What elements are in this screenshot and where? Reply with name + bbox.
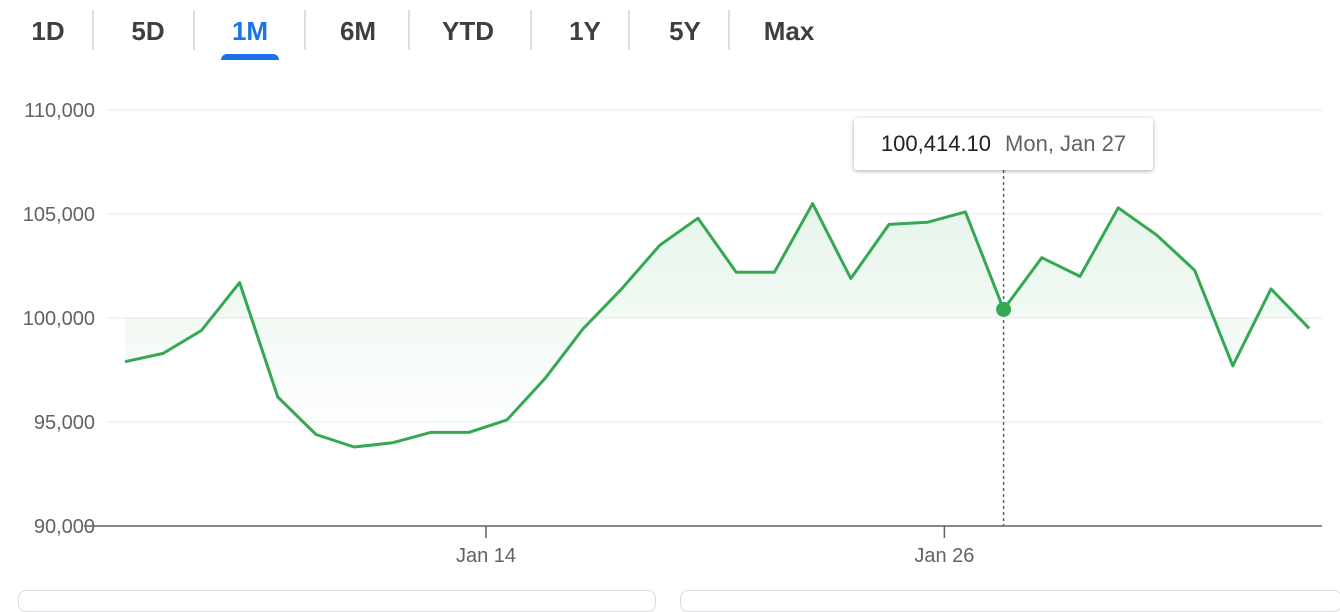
tab-divider [193, 10, 195, 50]
tab-label: YTD [442, 15, 494, 46]
tooltip-value: 100,414.10 [880, 131, 992, 156]
x-tick-label: Jan 14 [456, 545, 516, 567]
y-tick-label: 95,000 [34, 412, 95, 434]
tooltip-date: Mon, Jan 27 [1005, 131, 1127, 156]
range-tabs: 1D 5D 1M 6M YTD 1Y 5Y Max [0, 0, 900, 62]
price-tooltip: 100,414.10 Mon, Jan 27 [854, 118, 1153, 170]
tab-6m[interactable]: 6M [320, 0, 396, 62]
tab-5y[interactable]: 5Y [648, 0, 722, 62]
tab-divider [628, 10, 630, 50]
tab-label: 6M [339, 15, 377, 46]
y-tick-label: 105,000 [23, 204, 95, 226]
price-chart[interactable]: 110,000 105,000 100,000 95,000 90,000 Jan 14… [0, 62, 1340, 590]
summary-card[interactable] [680, 590, 1340, 612]
tab-label: 1Y [569, 15, 601, 46]
y-tick-label: 100,000 [23, 308, 95, 330]
tab-label: Max [763, 15, 815, 46]
tab-5d[interactable]: 5D [113, 0, 183, 62]
tab-1d[interactable]: 1D [13, 0, 83, 62]
y-tick-label: 90,000 [34, 516, 95, 538]
x-tick-label: Jan 26 [914, 545, 974, 567]
tab-divider [92, 10, 94, 50]
tab-label: 5Y [669, 15, 701, 46]
active-tab-indicator [221, 54, 279, 60]
tab-1m[interactable]: 1M [212, 0, 288, 62]
tab-divider [304, 10, 306, 50]
tab-divider [408, 10, 410, 50]
tab-max[interactable]: Max [748, 0, 830, 62]
y-axis-labels: 110,000 105,000 100,000 95,000 90,000 [23, 100, 95, 538]
tab-label: 1D [31, 15, 65, 46]
tab-divider [530, 10, 532, 50]
tab-ytd[interactable]: YTD [428, 0, 508, 62]
price-line [124, 202, 1311, 449]
y-tick-label: 110,000 [24, 100, 95, 122]
tab-label: 5D [131, 15, 165, 46]
price-area [125, 203, 1310, 447]
tab-label: 1M [231, 15, 269, 46]
hover-point [996, 301, 1012, 317]
summary-card[interactable] [18, 590, 656, 612]
tab-1y[interactable]: 1Y [548, 0, 622, 62]
tab-divider [728, 10, 730, 50]
x-axis: Jan 14 Jan 26 [84, 525, 1322, 567]
